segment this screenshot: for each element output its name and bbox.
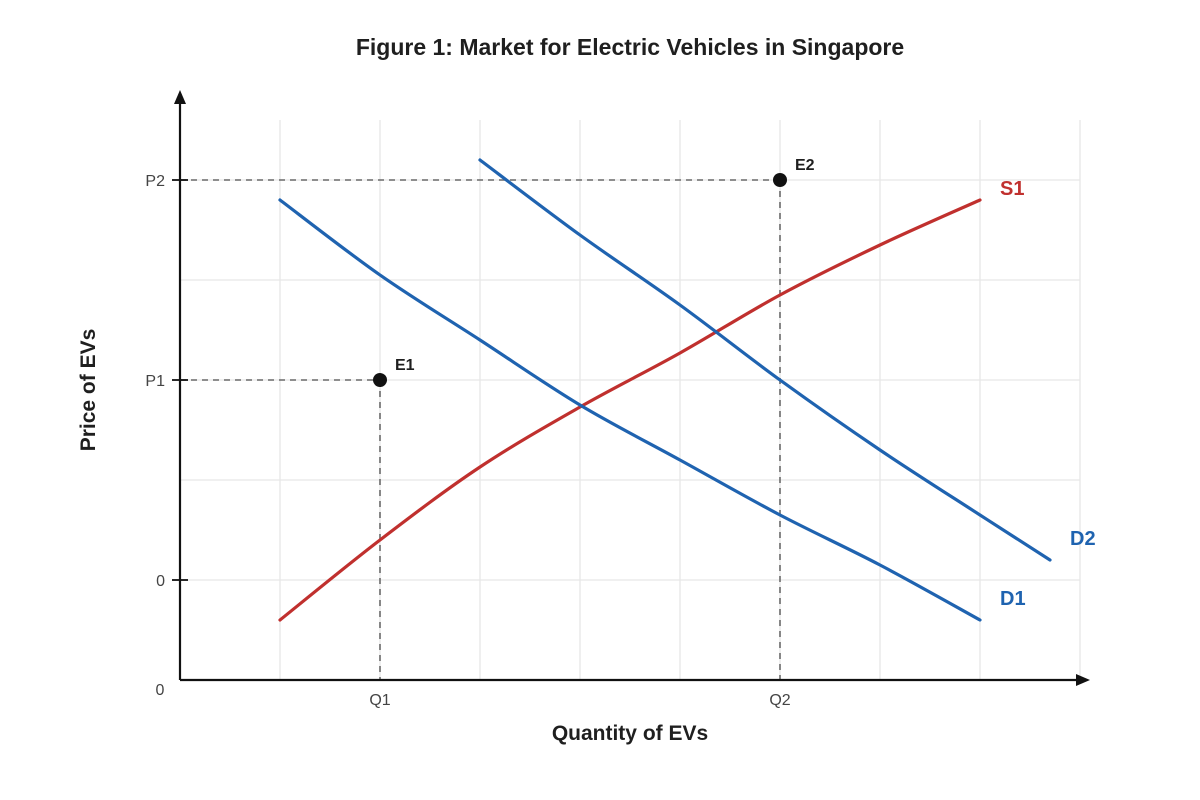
- series-label-s1: S1: [1000, 178, 1024, 200]
- y-tick-label-p2: P2: [145, 173, 165, 190]
- series-line-d1: [278, 198, 982, 622]
- point-label-e1: E1: [395, 357, 415, 374]
- series-label-d1: D1: [1000, 588, 1026, 610]
- series-label-d2: D2: [1070, 528, 1096, 550]
- point-label-e2: E2: [795, 157, 815, 174]
- y-axis-arrow: [174, 90, 186, 104]
- x-tick-label-q1: Q1: [369, 692, 390, 709]
- y-tick-label-p1: P1: [145, 373, 165, 390]
- chart-title: Figure 1: Market for Electric Vehicles i…: [356, 34, 904, 60]
- plot-layer: S1 D1 D2 0 P1 P2 Q1 Q2 E1 E2: [145, 90, 1096, 709]
- y-tick-label-0: 0: [156, 573, 165, 590]
- origin-label: 0: [156, 682, 165, 699]
- x-tick-label-q2: Q2: [769, 692, 790, 709]
- series-line-d2: [478, 158, 1052, 562]
- y-axis-title: Price of EVs: [77, 329, 100, 452]
- x-axis-title: Quantity of EVs: [552, 722, 708, 745]
- series-line-s1: [278, 198, 982, 622]
- equilibrium-point-e2: [773, 173, 787, 187]
- x-axis-arrow: [1076, 674, 1090, 686]
- equilibrium-point-e1: [373, 373, 387, 387]
